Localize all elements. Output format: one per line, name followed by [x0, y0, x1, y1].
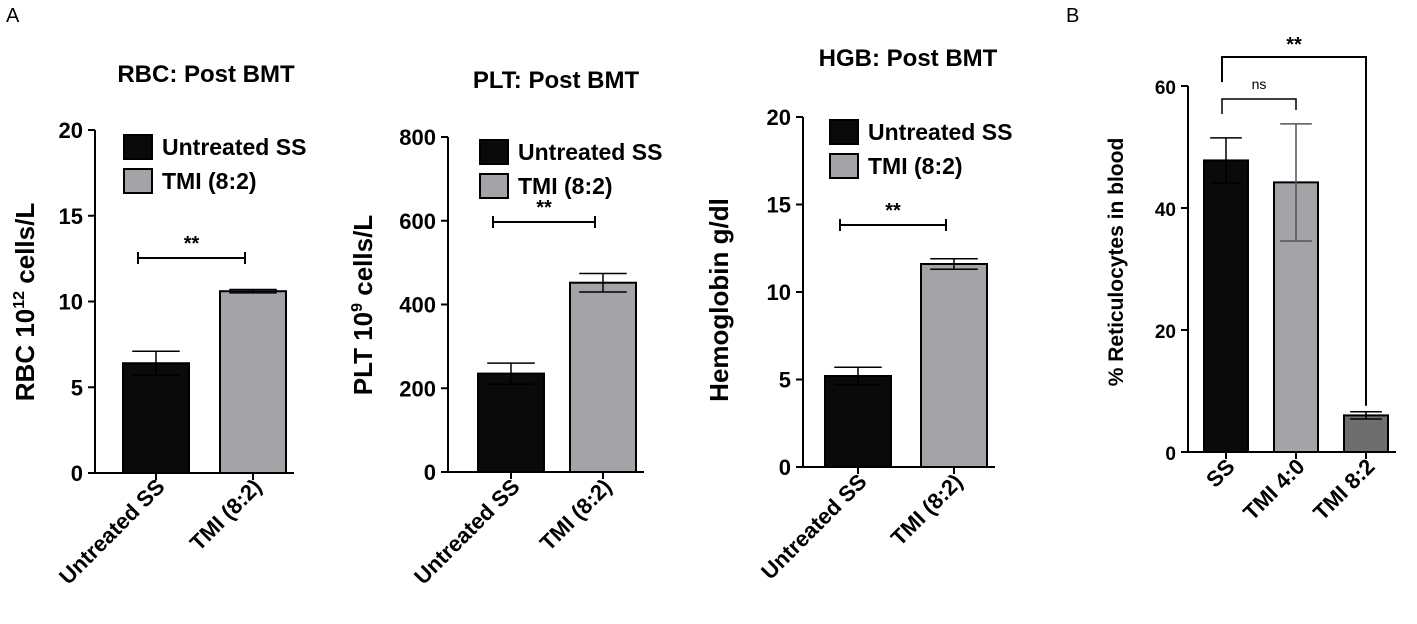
y-tick-label: 60 [1155, 78, 1176, 99]
legend-swatch [123, 168, 153, 194]
y-tick-label: 200 [399, 376, 436, 401]
category-label: TMI (8:2) [886, 469, 968, 551]
y-axis-label-exponent: 9 [349, 303, 366, 312]
category-label: TMI (8:2) [535, 474, 617, 556]
bar-1 [477, 372, 545, 473]
y-tick-label: 5 [71, 375, 83, 400]
bar-3 [1343, 414, 1389, 453]
significance-bracket [1221, 56, 1367, 406]
significance-label: ** [885, 200, 901, 222]
significance-label: ** [184, 233, 200, 255]
y-tick-label: 0 [1165, 444, 1176, 465]
significance-label: ** [536, 197, 552, 219]
bar-2 [569, 281, 637, 473]
legend-swatch [829, 119, 859, 145]
bar-1 [824, 375, 892, 468]
y-axis-label-unit: cells/L [348, 215, 378, 303]
legend-label: Untreated SS [518, 139, 662, 165]
category-label: SS [1201, 454, 1239, 492]
y-tick-label: 5 [779, 368, 791, 393]
legend-swatch [123, 134, 153, 160]
y-tick-label: 40 [1155, 200, 1176, 221]
legend-swatch [479, 139, 509, 165]
y-tick-label: 600 [399, 209, 436, 234]
panel-label-a: A [6, 5, 20, 27]
y-axis-label: Hemoglobin g/dl [704, 198, 734, 402]
legend-label: Untreated SS [162, 134, 306, 160]
chart-title: RBC: Post BMT [117, 61, 295, 88]
legend-swatch [829, 153, 859, 179]
significance-label: ** [1286, 34, 1302, 56]
panel-label-b: B [1066, 5, 1079, 27]
charts-container: RBC: Post BMT RBC 1012 cells/L 0 5 10 15 20 Unt… [10, 34, 1396, 589]
y-tick-label: 15 [767, 193, 791, 218]
y-axis-label-main: PLT 10 [348, 312, 378, 395]
legend-label: TMI (8:2) [518, 173, 613, 199]
bar-1 [1203, 159, 1249, 453]
y-axis-label-main: RBC 10 [10, 309, 40, 401]
y-tick-label: 0 [424, 460, 436, 485]
y-tick-label: 800 [399, 125, 436, 150]
legend-label: TMI (8:2) [868, 153, 963, 179]
y-axis-label: RBC 1012 cells/L [10, 203, 40, 402]
y-tick-label: 20 [767, 105, 791, 130]
category-label: Untreated SS [756, 469, 871, 584]
bar-1 [122, 362, 190, 474]
y-tick-label: 10 [59, 290, 83, 315]
significance-label: ns [1252, 76, 1267, 92]
y-axis-label-unit: cells/L [10, 203, 40, 291]
chart-3: HGB: Post BMT Hemoglobin g/dl 0 5 10 15 20 Untr… [704, 45, 1012, 584]
y-axis-label-exponent: 12 [11, 291, 28, 309]
chart-title: PLT: Post BMT [473, 67, 640, 94]
bar-2 [920, 263, 988, 468]
y-tick-label: 15 [59, 204, 83, 229]
category-label: Untreated SS [54, 474, 169, 589]
category-label: TMI 8:2 [1308, 454, 1379, 525]
legend-label: Untreated SS [868, 119, 1012, 145]
significance-bracket [1221, 98, 1297, 114]
legend-swatch [479, 173, 509, 199]
chart-1: RBC: Post BMT RBC 1012 cells/L 0 5 10 15 20 Unt… [10, 61, 306, 589]
y-tick-label: 400 [399, 293, 436, 318]
bar-2 [219, 290, 287, 474]
category-label: Untreated SS [409, 474, 524, 589]
y-tick-label: 20 [59, 118, 83, 143]
y-tick-label: 0 [71, 461, 83, 486]
chart-title: HGB: Post BMT [819, 45, 998, 72]
y-tick-label: 20 [1155, 322, 1176, 343]
y-axis-label: PLT 109 cells/L [348, 215, 378, 396]
category-label: TMI 4:0 [1238, 454, 1309, 525]
chart-2: PLT: Post BMT PLT 109 cells/L 0 200 400 600 80… [348, 67, 662, 589]
legend-label: TMI (8:2) [162, 168, 257, 194]
y-axis-label: % Reticulocytes in blood [1105, 138, 1128, 387]
y-tick-label: 10 [767, 280, 791, 305]
category-label: TMI (8:2) [185, 474, 267, 556]
y-tick-label: 0 [779, 455, 791, 480]
